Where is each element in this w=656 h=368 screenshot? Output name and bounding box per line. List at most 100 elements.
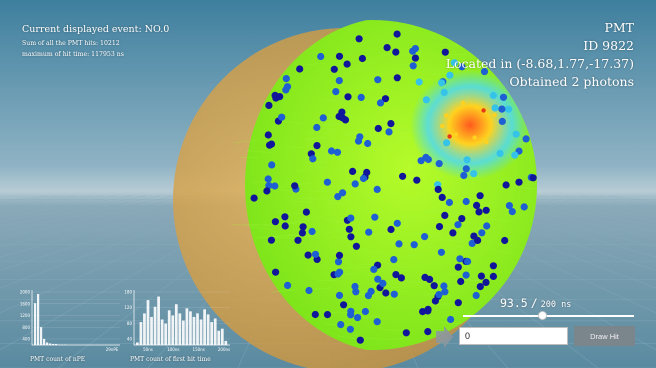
pmt-dot[interactable] (437, 248, 445, 256)
pmt-dot[interactable] (473, 201, 481, 209)
pmt-dot[interactable] (337, 321, 345, 329)
pmt-dot[interactable] (313, 142, 321, 150)
pmt-dot[interactable] (338, 108, 346, 116)
pmt-dot[interactable] (520, 203, 528, 211)
pmt-dot[interactable] (265, 101, 273, 109)
pmt-dot[interactable] (454, 263, 462, 271)
pmt-dot[interactable] (363, 168, 371, 176)
pmt-dot[interactable] (489, 91, 497, 100)
pmt-dot[interactable] (356, 336, 364, 344)
pmt-dot[interactable] (481, 108, 486, 113)
pmt-dot[interactable] (381, 95, 390, 103)
pmt-dot[interactable] (468, 239, 476, 247)
pmt-dot[interactable] (399, 172, 407, 180)
pmt-dot[interactable] (336, 268, 344, 276)
pmt-dot[interactable] (504, 105, 513, 113)
pmt-dot[interactable] (371, 213, 379, 221)
pmt-dot[interactable] (334, 258, 343, 266)
pmt-dot[interactable] (390, 256, 398, 264)
pmt-dot[interactable] (417, 157, 425, 165)
hit-number-input[interactable] (459, 327, 568, 345)
pmt-dot[interactable] (402, 329, 410, 337)
pmt-dot[interactable] (351, 180, 359, 188)
pmt-dot[interactable] (474, 104, 480, 110)
pmt-dot[interactable] (271, 182, 279, 190)
pmt-dot[interactable] (364, 139, 372, 148)
pmt-dot[interactable] (361, 307, 369, 316)
pmt-dot[interactable] (333, 148, 342, 156)
pmt-dot[interactable] (340, 301, 348, 309)
pmt-dot[interactable] (281, 222, 289, 230)
pmt-dot[interactable] (438, 193, 446, 201)
pmt-dot[interactable] (354, 314, 362, 322)
pmt-dot[interactable] (365, 228, 373, 236)
pmt-dot[interactable] (475, 208, 483, 216)
pmt-dot[interactable] (266, 141, 274, 149)
pmt-dot[interactable] (357, 93, 365, 101)
pmt-dot[interactable] (281, 213, 289, 221)
pmt-dot[interactable] (376, 99, 385, 107)
pmt-dot[interactable] (435, 160, 443, 168)
pmt-dot[interactable] (443, 139, 451, 147)
pmt-dot[interactable] (393, 219, 401, 227)
pmt-dot[interactable] (332, 88, 340, 96)
pmt-dot[interactable] (440, 88, 448, 96)
pmt-dot[interactable] (440, 123, 445, 129)
pmt-dot[interactable] (347, 214, 355, 222)
pmt-dot[interactable] (421, 233, 429, 241)
pmt-dot[interactable] (264, 175, 272, 183)
pmt-dot[interactable] (282, 86, 290, 94)
pmt-dot[interactable] (267, 236, 275, 244)
pmt-dot[interactable] (264, 131, 272, 139)
pmt-dot[interactable] (489, 262, 497, 270)
pmt-dot[interactable] (476, 283, 484, 291)
pmt-dot[interactable] (515, 178, 523, 186)
pmt-dot[interactable] (330, 65, 338, 73)
pmt-dot[interactable] (334, 193, 342, 201)
pmt-dot[interactable] (387, 225, 395, 234)
pmt-dot[interactable] (499, 93, 508, 101)
pmt-dot[interactable] (492, 112, 497, 118)
pmt-dot[interactable] (349, 167, 357, 175)
pmt-dot[interactable] (498, 117, 506, 125)
pmt-dot[interactable] (446, 71, 454, 79)
pmt-dot[interactable] (354, 137, 363, 145)
pmt-dot[interactable] (491, 104, 499, 112)
pmt-dot[interactable] (453, 132, 458, 137)
pmt-dot[interactable] (339, 189, 347, 197)
pmt-dot[interactable] (505, 202, 513, 210)
pmt-dot[interactable] (383, 44, 391, 52)
pmt-dot[interactable] (291, 182, 299, 190)
pmt-dot[interactable] (462, 271, 470, 279)
pmt-dot[interactable] (304, 251, 312, 259)
pmt-dot[interactable] (508, 208, 516, 216)
pmt-dot[interactable] (323, 178, 331, 186)
pmt-dot[interactable] (411, 54, 419, 62)
pmt-dot[interactable] (335, 77, 343, 85)
pmt-dot[interactable] (464, 257, 472, 266)
pmt-dot[interactable] (424, 328, 432, 336)
pmt-dot[interactable] (449, 229, 457, 237)
pmt-dot[interactable] (435, 223, 444, 231)
pmt-dot[interactable] (250, 194, 258, 202)
pmt-dot[interactable] (496, 149, 504, 157)
pmt-dot[interactable] (393, 30, 401, 38)
pmt-dot[interactable] (483, 222, 491, 230)
pmt-dot[interactable] (477, 272, 485, 280)
pmt-dot[interactable] (441, 288, 449, 296)
pmt-dot[interactable] (284, 281, 292, 289)
pmt-dot[interactable] (351, 282, 359, 291)
pmt-dot[interactable] (374, 275, 382, 283)
pmt-dot[interactable] (263, 187, 271, 195)
pmt-dot[interactable] (335, 291, 344, 299)
time-slider[interactable] (463, 311, 634, 321)
pmt-dot[interactable] (343, 60, 351, 68)
pmt-dot[interactable] (472, 291, 480, 300)
pmt-dot[interactable] (426, 275, 434, 283)
pmt-dot[interactable] (484, 139, 489, 145)
pmt-dot[interactable] (458, 63, 466, 71)
pmt-dot[interactable] (347, 233, 355, 241)
pmt-dot[interactable] (441, 211, 449, 219)
pmt-dot[interactable] (364, 292, 372, 300)
